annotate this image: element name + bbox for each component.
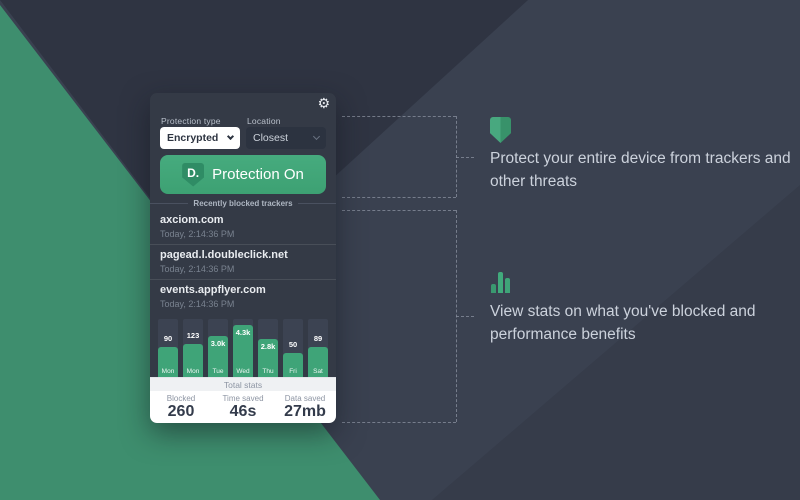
chart-bar [158,347,178,377]
protection-type-select[interactable]: Encrypted [160,127,240,149]
chart-bar [183,344,203,377]
chart-bar-value: 90 [163,334,173,343]
location-label: Location [247,116,281,126]
tracker-timestamp: Today, 2:14:36 PM [160,264,235,274]
app-logo-shield-icon: D. [182,162,205,187]
tracker-list-item: events.appflyer.com Today, 2:14:36 PM [150,280,336,315]
chart-day-label: Wed [236,368,250,375]
chart-bar [258,339,278,377]
protection-on-label: Protection On [212,166,304,183]
bar-chart-icon-bar [491,284,496,293]
tracker-domain: pagead.l.doubleclick.net [160,249,288,261]
connector-line [342,422,456,423]
chart-bar-column: 2.8k Thu [258,319,278,377]
stat-time-saved: Time saved 46s [222,394,264,420]
chart-bar-value: 4.3k [235,328,251,337]
tracker-list-item: axciom.com Today, 2:14:36 PM [150,210,336,245]
bar-chart-icon-bar [498,272,503,293]
chart-day-label: Mon [186,368,200,375]
chart-bar-value: 3.0k [210,339,226,348]
chart-bar-column: 50 Fri [283,319,303,377]
chart-day-label: Mon [161,368,175,375]
chart-bar-column: 90 Mon [158,319,178,377]
chart-bar-column: 123 Mon [183,319,203,377]
connector-line [456,116,457,197]
chart-bar-column: 4.3k Wed [233,319,253,377]
divider [297,203,337,204]
protection-on-button[interactable]: D. Protection On [160,155,326,194]
chevron-down-icon [226,132,235,141]
chevron-down-icon [312,132,321,141]
chart-day-label: Tue [212,368,224,375]
total-stats-section: Total stats Blocked 260 Time saved 46s D… [150,377,336,423]
blocked-trackers-bar-chart: 90 Mon 123 Mon 3.0k Tue 4.3k Wed [158,319,328,377]
location-value: Closest [253,132,289,144]
chart-day-label: Fri [289,368,297,375]
shield-icon [490,117,511,143]
connector-line [342,197,456,198]
tracker-domain: events.appflyer.com [160,284,266,296]
chart-bar [208,336,228,377]
tracker-timestamp: Today, 2:14:36 PM [160,229,235,239]
location-select[interactable]: Closest [246,127,326,149]
chart-bar-column: 89 Sat [308,319,328,377]
stat-data-saved: Data saved 27mb [284,394,326,420]
chart-bar-value: 89 [313,334,323,343]
connector-line [456,316,474,317]
chart-bar [308,347,328,377]
total-stats-header: Total stats [150,377,336,391]
bar-chart-icon [491,271,515,293]
chart-bar-value: 50 [288,340,298,349]
connector-line [342,210,456,211]
tracker-timestamp: Today, 2:14:36 PM [160,299,235,309]
chart-day-label: Sat [313,368,323,375]
chart-bar [233,325,253,377]
chart-bar-column: 3.0k Tue [208,319,228,377]
protection-type-label: Protection type [161,116,221,126]
chart-bar-value: 2.8k [260,342,276,351]
connector-line [456,157,474,158]
connector-line [342,116,456,117]
settings-gear-icon[interactable]: ⚙ [317,96,330,112]
protection-type-value: Encrypted [167,132,219,144]
callout-stats-text: View stats on what you've blocked and pe… [490,303,756,343]
chart-bar [283,353,303,377]
stat-blocked: Blocked 260 [166,394,196,420]
callout-protect-text: Protect your entire device from trackers… [490,150,791,190]
app-panel: ⚙ Protection type Location Encrypted Clo… [150,93,337,423]
chart-day-label: Thu [262,368,274,375]
tracker-list-item: pagead.l.doubleclick.net Today, 2:14:36 … [150,245,336,280]
chart-bar-value: 123 [186,331,200,340]
tracker-domain: axciom.com [160,214,224,226]
recently-blocked-header: Recently blocked trackers [150,199,337,208]
bar-chart-icon-bar [505,278,510,293]
divider [150,203,189,204]
